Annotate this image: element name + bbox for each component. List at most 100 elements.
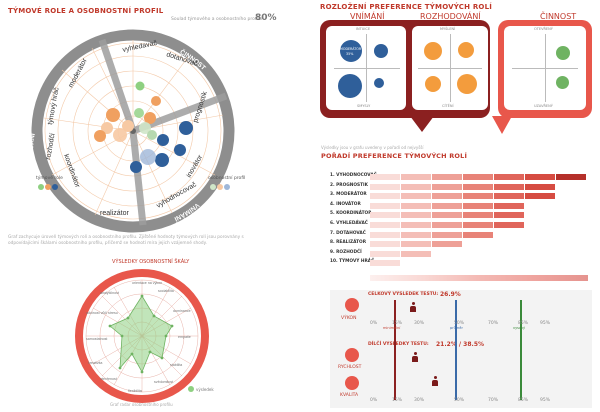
frame-pointer-activity [492,116,512,134]
bubble-moderator-2 [457,74,477,94]
ranking-bar-segment [401,183,431,190]
ranking-bar-segment [525,174,555,180]
bubble-realizator [338,74,362,98]
scale-label: 70% [488,321,499,326]
bubble-value: 35% [346,52,354,56]
scale-label: 30% [414,398,425,403]
page-title-left: TÝMOVÉ ROLE A OSOBNOSTNÍ PROFIL [8,7,164,15]
order-note: Výsledky jsou v grafu uvedeny v pořadí o… [321,145,424,150]
radar-label: empatie [178,335,191,339]
legend-lightblue-dot [224,184,230,190]
ranking-bar-segment [494,202,524,209]
vykon-icon [345,298,359,312]
group-cinnost-title: ČINNOST [540,12,577,21]
ranking-label: 1. VYHODNOCOVAČ [330,173,377,178]
radar-label: otevřenost [100,377,117,381]
legend-person-label: osobnostní profil [208,176,246,181]
rychlost-icon [345,348,359,362]
bubble [122,120,134,132]
ranking-bar-segment [370,241,400,248]
ranking-bar-segment [401,174,431,180]
person-marker-rychlost [412,352,418,362]
ranking-bar-segment [401,212,431,219]
bubble [101,122,113,134]
ranking-label: 4. INOVÁTOR [330,201,361,207]
scale-label: 50% [454,321,465,326]
bubble [147,130,157,140]
cross-h [334,68,400,69]
outer-ring [31,29,235,233]
bubble-label: MODERÁTOR [340,47,362,51]
radar-legend-dot [188,386,194,392]
ranking-bar-segment [494,174,524,180]
ranking-bar-segment [370,193,400,200]
axis-top: INTUICE [356,27,371,31]
scale-label: 30% [414,321,425,326]
ranking-bar-segment [432,174,462,180]
ranking-label: 3. MODERÁTOR [330,192,367,198]
bubble [157,134,169,146]
bubble-rozhodci [458,42,474,58]
radar-label: stabilita [170,363,182,367]
order-title: POŘADÍ PREFERENCE TÝMOVÝCH ROLÍ [321,152,468,160]
ranking-bar-segment [401,250,431,257]
axis-top: MYŠLENÍ [440,27,456,31]
radar-label: svědomitost [154,380,173,384]
radar-legend-label: výsledek [196,387,214,392]
bubble [134,108,144,118]
bubble [135,81,145,91]
bubble-inovator [374,44,388,58]
ranking-bar-segment [401,202,431,209]
ranking-bar-segment [370,222,400,228]
group-rozhodovani-box: MYŠLENÍ CÍTĚNÍ [412,26,488,110]
ranking-bar-segment [463,212,493,219]
role-label: realizátor [100,210,129,217]
group-cinnost-box: OTEVŘENÝ UZAVŘENÝ [504,26,586,110]
note-high: vysoký [513,326,526,330]
cross-v [450,34,451,102]
ranking-bar-segment [370,250,400,257]
match-value: 80% [255,13,277,23]
bubble [130,161,142,173]
cross-v [545,34,546,102]
bubble [179,121,193,135]
radar-ring [75,269,209,403]
note-avg: průměr [450,326,463,330]
ranking-label: 2. PROGNOSTIK [330,182,368,188]
frame-pointer [410,116,434,132]
perf-value-1: 26.9% [440,291,461,298]
ranking-bar-segment [463,231,493,238]
scale-label: 70% [488,398,499,403]
radar-label: odolnost vůči stresu [86,311,118,315]
row-label-kvalita: KVALITA [340,393,359,398]
ranking-bar-segment [401,193,431,200]
perf-title-1: CELKOVÝ VÝSLEDEK TESTU: [368,292,439,297]
threshold-min [394,300,396,400]
note-min: minimální [383,326,401,330]
legend-blue-dot [52,184,58,190]
scale-label: 95% [540,398,551,403]
scale-label: 15% [392,321,403,326]
wheel-legend-team: týmové role [36,176,63,202]
scale-label: 85% [518,398,529,403]
legend-team-label: týmové role [36,176,63,181]
ranking-bar-segment [494,222,524,228]
radar-label: flexibilita [128,389,142,393]
performance-panel [330,290,592,408]
ranking-bar-segment [370,183,400,190]
ranking-bar-segment [525,183,555,190]
bubble-vyhledavac [556,46,570,60]
ranking-bar-segment [432,212,462,219]
perf-value-2: 21.2% / 38.5% [436,341,484,348]
role-label: rozhodčí [45,133,57,161]
ranking-bar-segment [370,231,400,238]
person-marker-kvalita [432,376,438,386]
group-vnimani-box: INTUICE SMYSLY MODERÁTOR 35% [326,26,406,110]
radar-label: kreativita [88,361,102,365]
bubble [106,108,120,122]
bubble-dotahovac [556,76,569,89]
bubble [113,128,127,142]
axis-bottom: SMYSLY [357,104,371,108]
match-label: Soulad týmového a osobnostního profilu [171,17,262,22]
bubble-tymovy-hrac-2 [425,76,441,92]
